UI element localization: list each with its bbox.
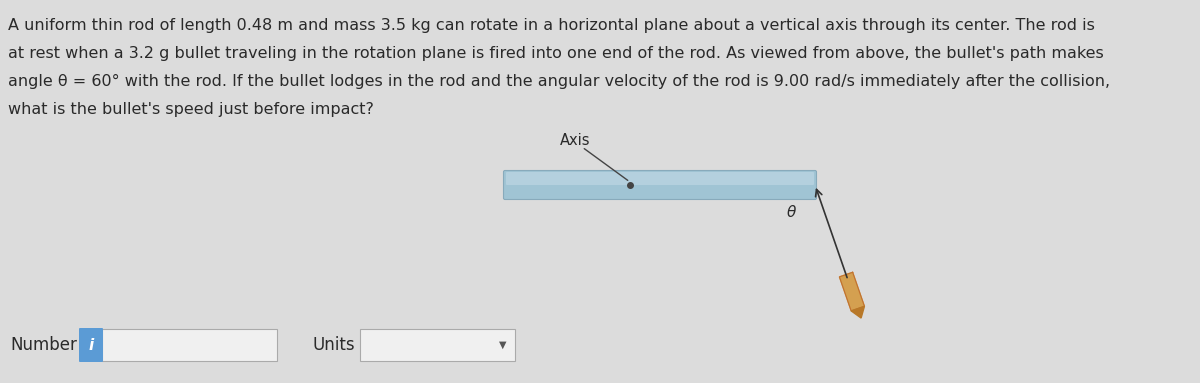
- FancyBboxPatch shape: [504, 170, 816, 200]
- FancyBboxPatch shape: [102, 329, 277, 361]
- Text: ▼: ▼: [499, 340, 506, 350]
- FancyBboxPatch shape: [360, 329, 515, 361]
- Text: what is the bullet's speed just before impact?: what is the bullet's speed just before i…: [8, 102, 374, 117]
- Text: Axis: Axis: [560, 133, 590, 148]
- Polygon shape: [851, 306, 864, 318]
- FancyBboxPatch shape: [506, 172, 814, 185]
- Polygon shape: [840, 272, 864, 311]
- Text: θ: θ: [787, 205, 797, 220]
- Text: Units: Units: [312, 336, 355, 354]
- Text: angle θ = 60° with the rod. If the bullet lodges in the rod and the angular velo: angle θ = 60° with the rod. If the bulle…: [8, 74, 1110, 89]
- Text: at rest when a 3.2 g bullet traveling in the rotation plane is fired into one en: at rest when a 3.2 g bullet traveling in…: [8, 46, 1104, 61]
- Text: i: i: [89, 337, 94, 352]
- Text: Number: Number: [10, 336, 77, 354]
- FancyBboxPatch shape: [79, 328, 103, 362]
- Text: A uniform thin rod of length 0.48 m and mass 3.5 kg can rotate in a horizontal p: A uniform thin rod of length 0.48 m and …: [8, 18, 1094, 33]
